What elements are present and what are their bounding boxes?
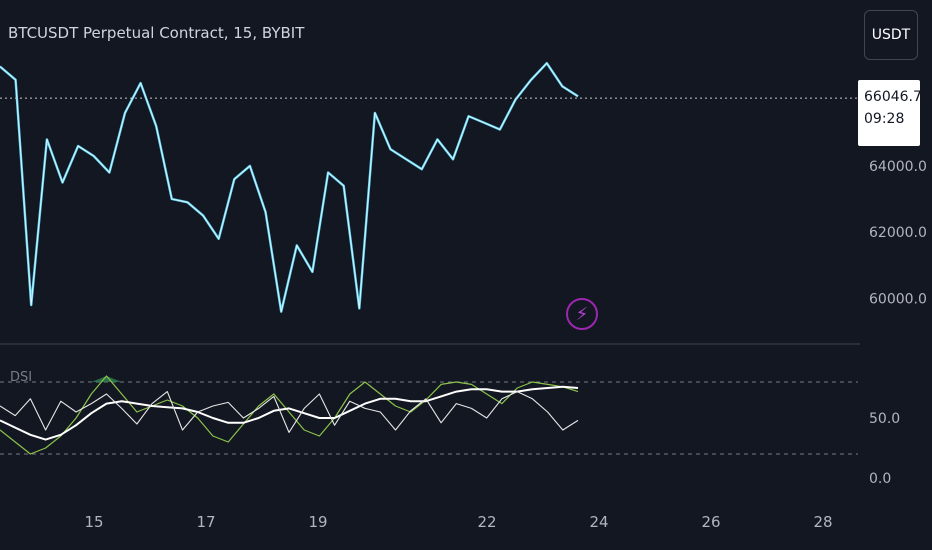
time-tick-label: 19 [308, 513, 327, 531]
currency-button[interactable]: USDT [864, 10, 918, 60]
price-axis: 60000.0 62000.0 64000.0 50.0 0.0 [869, 159, 927, 487]
last-price-tag: 66046.7 09:28 [858, 80, 922, 146]
price-series-line-overlay [0, 62, 579, 313]
price-tick-label: 60000.0 [869, 291, 927, 307]
chart-title: BTCUSDT Perpetual Contract, 15, BYBIT [8, 24, 305, 42]
time-axis: 15 17 19 22 24 26 28 [84, 513, 832, 531]
indicator-label[interactable]: DSI [10, 370, 33, 385]
time-tick-label: 15 [84, 513, 103, 531]
dsi-tick-label: 0.0 [869, 471, 891, 487]
dsi-pane [0, 375, 858, 455]
price-pane [0, 62, 858, 313]
time-tick-label: 24 [589, 513, 608, 531]
dsi-overbought-fill [0, 376, 578, 382]
bar-countdown: 09:28 [864, 111, 905, 127]
price-series-line [0, 62, 579, 313]
last-price-value: 66046.7 [864, 89, 922, 105]
time-tick-label: 28 [813, 513, 832, 531]
time-tick-label: 17 [196, 513, 215, 531]
dsi-main-line [0, 391, 579, 433]
dsi-signal-line [0, 375, 579, 455]
dsi-smooth-line [0, 385, 579, 441]
time-tick-label: 22 [477, 513, 496, 531]
price-tick-label: 64000.0 [869, 159, 927, 175]
price-tick-label: 62000.0 [869, 225, 927, 241]
dsi-tick-label: 50.0 [869, 411, 900, 427]
lightning-icon[interactable]: ⚡ [566, 298, 598, 330]
time-tick-label: 26 [701, 513, 720, 531]
